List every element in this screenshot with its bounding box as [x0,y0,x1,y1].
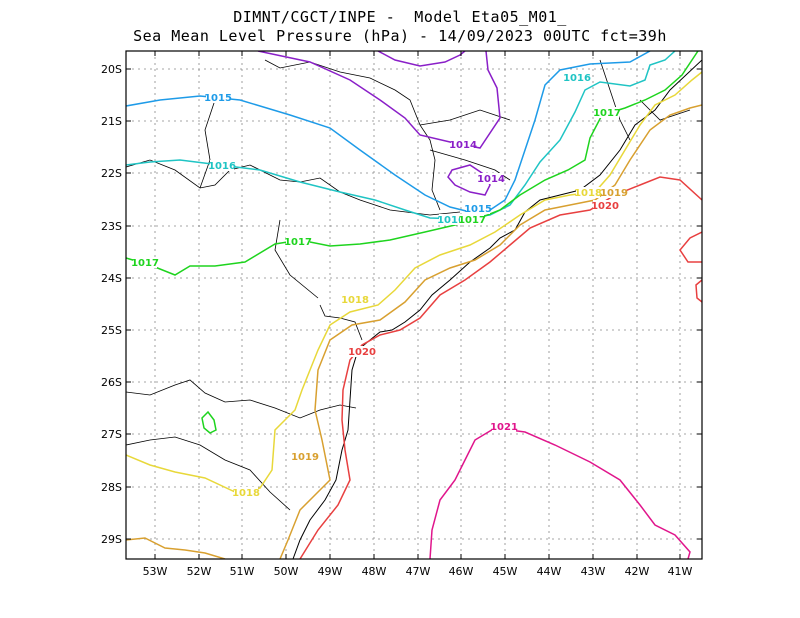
isobar-label-bg [210,160,234,171]
isobar-label-bg [595,107,619,118]
lat-label: 23S [101,220,122,233]
isobar-1018 [126,71,702,493]
isobar-label-bg [466,203,490,214]
lon-label: 46W [449,565,474,578]
lat-label: 26S [101,376,122,389]
isobar-label: 1020 [591,201,619,212]
isobar-label: 1016 [563,73,591,84]
isobar-label-bg [602,187,626,198]
lon-label: 51W [230,565,255,578]
lat-label: 27S [101,428,122,441]
isobar-label: 1016 [437,215,465,226]
lon-label: 47W [406,565,431,578]
isobar-label-bg [286,236,310,247]
lat-label: 20S [101,63,122,76]
isobar-label-bg [460,214,484,225]
isobar-label-bg [350,346,374,357]
lon-label: 42W [625,565,650,578]
title-line-2: Sea Mean Level Pressure (hPa) - 14/09/20… [133,27,667,45]
coastline [292,59,702,559]
lon-label: 52W [187,565,212,578]
isobar-label: 1020 [348,347,376,358]
isobar-label: 1017 [458,215,486,226]
lon-label: 49W [318,565,343,578]
isobar-label: 1019 [291,452,319,463]
isobar-label-bg [593,200,617,211]
isobar-label-bg [206,92,230,103]
isobar-label: 1014 [449,140,477,151]
lon-label: 48W [362,565,387,578]
isobar-label: 1017 [284,237,312,248]
political-borders [126,59,691,511]
isobar-label-bg [565,72,589,83]
lon-label: 43W [581,565,606,578]
isobar-label: 1019 [600,188,628,199]
title-line-1: DIMNT/CGCT/INPE - Model Eta05_M01_ [233,8,567,26]
lat-label: 24S [101,272,122,285]
lon-label: 45W [493,565,518,578]
isobar-label: 1018 [232,488,260,499]
isobar-1020 [299,176,702,559]
isobar-label-bg [439,214,463,225]
isobar-label-bg [234,487,258,498]
isobar-label: 1015 [204,93,232,104]
isobar-label: 1017 [593,108,621,119]
lon-label: 53W [143,565,168,578]
isobar-label: 1016 [208,161,236,172]
isobar-label: 1014 [477,174,505,185]
lon-label: 41W [668,565,693,578]
axis-ticks [126,51,702,559]
lon-label: 50W [274,565,299,578]
isobar-label-bg [451,139,475,150]
lat-label: 28S [101,481,122,494]
isobar-label-bg [343,294,367,305]
isobar-label: 1015 [464,204,492,215]
isobar-label: 1018 [341,295,369,306]
isobar-1019 [126,104,702,559]
lat-label: 25S [101,324,122,337]
isobar-label-bg [479,173,503,184]
isobar-label-bg [133,257,157,268]
lat-label: 29S [101,533,122,546]
map-grid [126,51,702,559]
isobar-labels: 1014101410151015101610161016101710171017… [131,72,628,499]
isobar-label-bg [576,187,600,198]
isobar-label: 1021 [490,422,518,433]
lon-label: 44W [537,565,562,578]
isobar-label-bg [492,421,516,432]
plot-frame [125,50,703,560]
lat-label: 22S [101,167,122,180]
longitude-labels: 53W 52W 51W 50W 49W 48W 47W 46W 45W 44W 43W 42W 41W [143,565,693,578]
isobar-label-bg [293,451,317,462]
lat-label: 21S [101,115,122,128]
isobar-label: 1018 [574,188,602,199]
latitude-labels: 20S 21S 22S 23S 24S 25S 26S 27S 28S 29S [101,63,122,546]
isobar-label: 1017 [131,258,159,269]
isobar-1021 [429,427,691,559]
